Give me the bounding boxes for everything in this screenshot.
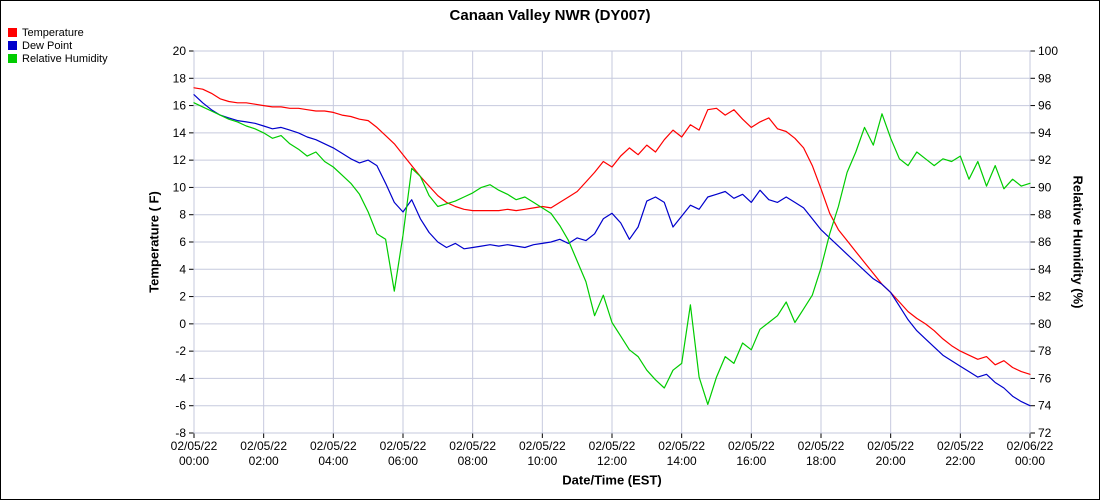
x-axis-label: Date/Time (EST)	[562, 472, 662, 488]
svg-text:02/06/22: 02/06/22	[1007, 439, 1054, 453]
svg-text:78: 78	[1038, 344, 1052, 358]
svg-text:02/05/22: 02/05/22	[519, 439, 566, 453]
dew-point-legend-swatch-icon	[8, 41, 17, 50]
svg-text:18:00: 18:00	[806, 454, 836, 468]
svg-text:12:00: 12:00	[597, 454, 627, 468]
svg-text:00:00: 00:00	[1015, 454, 1045, 468]
temperature-legend-label: Temperature	[22, 26, 84, 39]
svg-text:74: 74	[1038, 399, 1052, 413]
svg-text:02/05/22: 02/05/22	[380, 439, 427, 453]
chart-title: Canaan Valley NWR (DY007)	[449, 7, 651, 24]
svg-text:16:00: 16:00	[736, 454, 766, 468]
temperature-legend-swatch-icon	[8, 28, 17, 37]
svg-text:10: 10	[173, 180, 187, 194]
svg-text:90: 90	[1038, 180, 1052, 194]
svg-text:14: 14	[173, 126, 187, 140]
svg-text:0: 0	[179, 317, 186, 331]
svg-text:18: 18	[173, 71, 187, 85]
svg-text:20: 20	[173, 44, 187, 58]
y-axis-label-left: Temperature ( F)	[146, 191, 162, 293]
legend-item-dew-point: Dew Point	[8, 39, 108, 52]
svg-text:80: 80	[1038, 317, 1052, 331]
svg-text:22:00: 22:00	[945, 454, 975, 468]
relative-humidity-legend-swatch-icon	[8, 54, 17, 63]
svg-text:06:00: 06:00	[388, 454, 418, 468]
svg-text:02:00: 02:00	[249, 454, 279, 468]
svg-text:08:00: 08:00	[458, 454, 488, 468]
svg-text:10:00: 10:00	[527, 454, 557, 468]
svg-text:84: 84	[1038, 262, 1052, 276]
dew-point-legend-label: Dew Point	[22, 39, 73, 52]
svg-text:12: 12	[173, 153, 187, 167]
svg-text:100: 100	[1038, 44, 1058, 58]
svg-text:02/05/22: 02/05/22	[449, 439, 496, 453]
svg-text:02/05/22: 02/05/22	[798, 439, 845, 453]
svg-text:86: 86	[1038, 235, 1052, 249]
svg-text:20:00: 20:00	[876, 454, 906, 468]
svg-text:2: 2	[179, 290, 186, 304]
svg-text:16: 16	[173, 99, 187, 113]
svg-text:-6: -6	[175, 399, 186, 413]
svg-text:4: 4	[179, 262, 186, 276]
legend: Temperature Dew Point Relative Humidity	[8, 26, 108, 65]
svg-text:02/05/22: 02/05/22	[171, 439, 218, 453]
svg-text:14:00: 14:00	[667, 454, 697, 468]
svg-text:82: 82	[1038, 290, 1052, 304]
legend-item-relative-humidity: Relative Humidity	[8, 52, 108, 65]
svg-text:8: 8	[179, 208, 186, 222]
svg-text:-8: -8	[175, 426, 186, 440]
svg-text:04:00: 04:00	[318, 454, 348, 468]
svg-text:88: 88	[1038, 208, 1052, 222]
svg-text:76: 76	[1038, 371, 1052, 385]
svg-text:94: 94	[1038, 126, 1052, 140]
y-axis-label-right: Relative Humidity (%)	[1070, 175, 1086, 309]
legend-item-temperature: Temperature	[8, 26, 108, 39]
svg-text:02/05/22: 02/05/22	[240, 439, 287, 453]
svg-text:00:00: 00:00	[179, 454, 209, 468]
svg-text:02/05/22: 02/05/22	[658, 439, 705, 453]
svg-text:02/05/22: 02/05/22	[937, 439, 984, 453]
svg-text:02/05/22: 02/05/22	[728, 439, 775, 453]
svg-text:92: 92	[1038, 153, 1052, 167]
svg-text:02/05/22: 02/05/22	[589, 439, 636, 453]
svg-text:02/05/22: 02/05/22	[867, 439, 914, 453]
svg-text:02/05/22: 02/05/22	[310, 439, 357, 453]
svg-text:6: 6	[179, 235, 186, 249]
svg-text:98: 98	[1038, 71, 1052, 85]
svg-text:-2: -2	[175, 344, 186, 358]
svg-text:-4: -4	[175, 371, 186, 385]
svg-text:72: 72	[1038, 426, 1052, 440]
svg-text:96: 96	[1038, 99, 1052, 113]
relative-humidity-legend-label: Relative Humidity	[22, 52, 108, 65]
